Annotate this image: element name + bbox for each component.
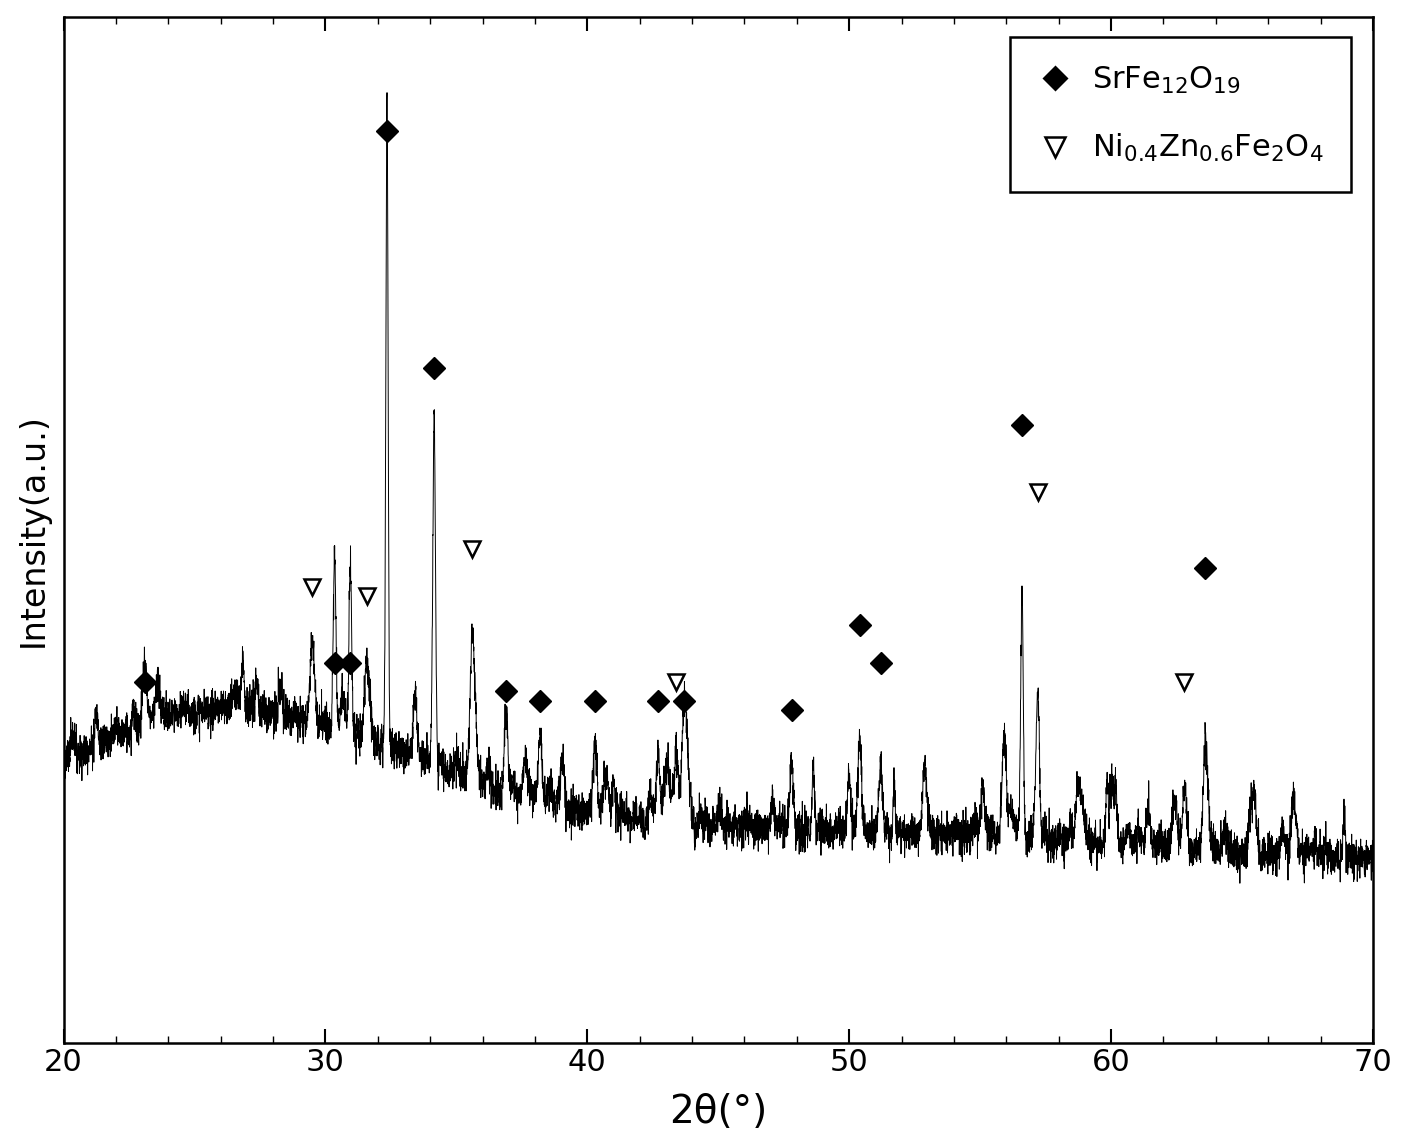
X-axis label: 2θ(°): 2θ(°) bbox=[669, 1093, 768, 1131]
Y-axis label: Intensity(a.u.): Intensity(a.u.) bbox=[17, 413, 49, 646]
Legend: SrFe$_{12}$O$_{19}$, Ni$_{0.4}$Zn$_{0.6}$Fe$_{2}$O$_{4}$: SrFe$_{12}$O$_{19}$, Ni$_{0.4}$Zn$_{0.6}… bbox=[1010, 37, 1351, 192]
